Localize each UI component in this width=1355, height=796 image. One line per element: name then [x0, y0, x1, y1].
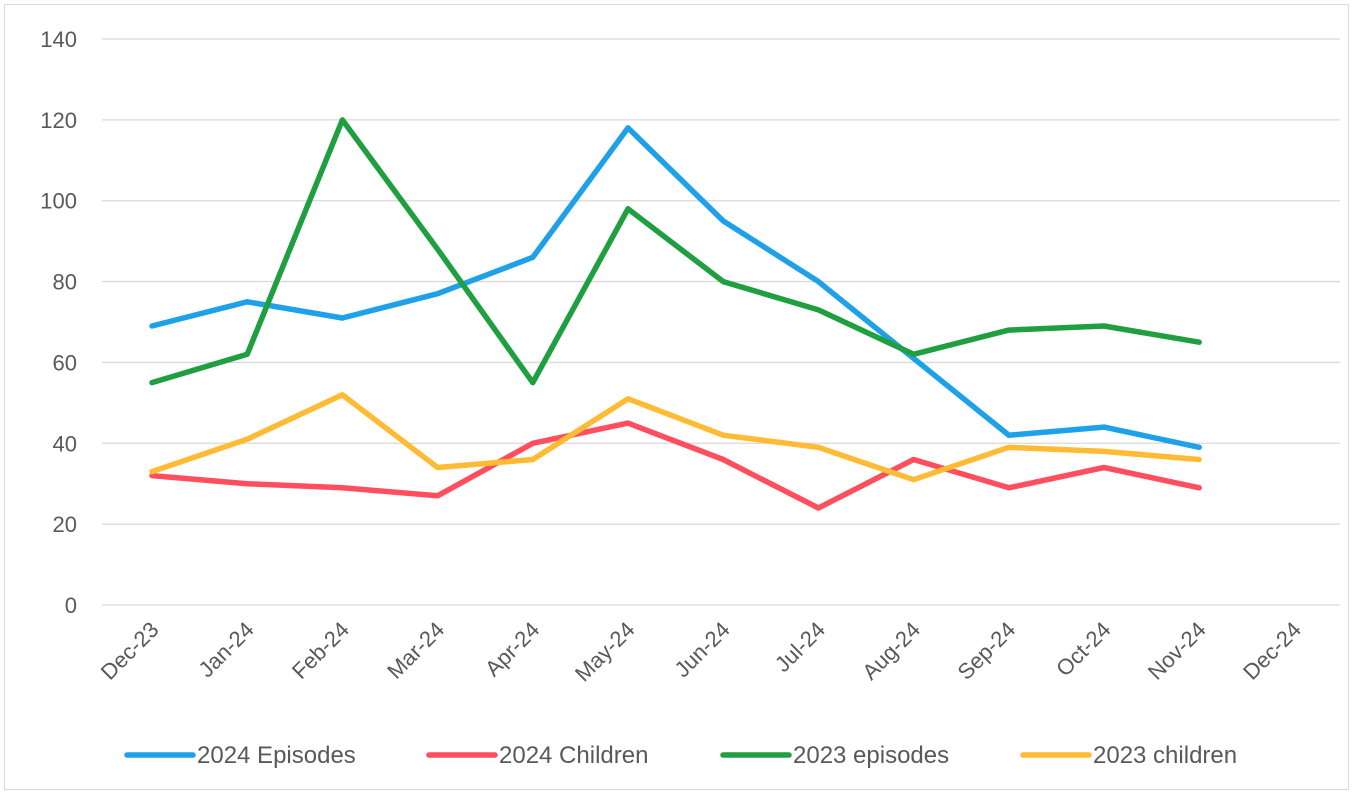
x-tick-label: Apr-24 [480, 617, 544, 681]
x-tick-label: Sep-24 [952, 617, 1020, 685]
legend-label: 2024 Children [499, 742, 648, 769]
x-tick-label: Dec-23 [96, 617, 164, 685]
x-tick-label: Aug-24 [857, 617, 925, 685]
legend-item: 2024 Children [426, 742, 648, 769]
y-tick-label: 120 [40, 108, 77, 133]
legend-label: 2023 children [1093, 742, 1237, 769]
y-axis-ticks: 0 20 40 60 80 100 120 140 [40, 27, 77, 618]
y-tick-label: 60 [53, 350, 77, 375]
y-tick-label: 20 [53, 512, 77, 537]
series-line-2024-episodes [149, 125, 1202, 451]
series-line-2023-episodes [149, 117, 1202, 386]
y-tick-label: 140 [40, 27, 77, 52]
x-axis-ticks: Dec-23 Jan-24 Feb-24 Mar-24 Apr-24 May-24 Jun-… [96, 617, 1306, 687]
gridlines [102, 38, 1340, 606]
x-tick-label: Dec-24 [1238, 617, 1306, 685]
legend-item: 2024 Episodes [124, 742, 356, 769]
x-tick-label: Oct-24 [1051, 617, 1115, 681]
legend: 2024 Episodes 2024 Children 2023 episodes 2… [124, 742, 1237, 769]
line-chart: 0 20 40 60 80 100 120 140 Dec-23 Jan-24 Feb-24 Mar… [40, 27, 1340, 769]
x-tick-label: Nov-24 [1143, 617, 1211, 685]
y-tick-label: 0 [65, 593, 77, 618]
y-tick-label: 100 [40, 189, 77, 214]
x-tick-label: Feb-24 [287, 617, 354, 684]
legend-label: 2023 episodes [793, 742, 949, 769]
legend-label: 2024 Episodes [197, 742, 356, 769]
series-line-2023-children [149, 392, 1202, 483]
x-tick-label: Jun-24 [669, 617, 734, 682]
x-tick-label: Jul-24 [770, 617, 830, 677]
x-tick-label: May-24 [570, 617, 640, 687]
x-tick-label: Mar-24 [382, 617, 449, 684]
legend-item: 2023 children [1020, 742, 1237, 769]
legend-item: 2023 episodes [720, 742, 949, 769]
y-tick-label: 80 [53, 270, 77, 295]
series-lines [149, 117, 1202, 511]
chart-frame: 0 20 40 60 80 100 120 140 Dec-23 Jan-24 Feb-24 Mar… [4, 4, 1349, 790]
y-tick-label: 40 [53, 431, 77, 456]
x-tick-label: Jan-24 [193, 617, 258, 682]
series-line-2024-children [149, 420, 1202, 511]
